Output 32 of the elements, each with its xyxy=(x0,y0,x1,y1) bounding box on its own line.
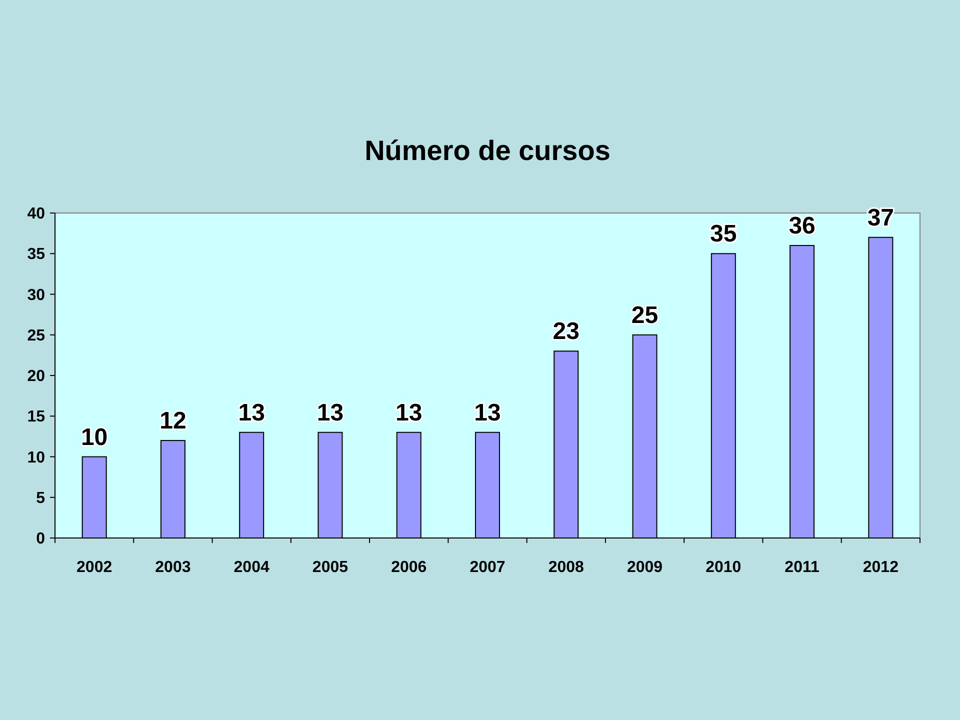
x-tick-label: 2002 xyxy=(76,559,112,576)
data-label: 36 xyxy=(788,212,816,240)
data-label: 23 xyxy=(552,318,580,346)
x-tick-label: 2005 xyxy=(312,559,348,576)
data-label: 25 xyxy=(631,302,658,329)
y-tick-label: 5 xyxy=(36,490,46,507)
x-tick-label: 2003 xyxy=(155,559,191,576)
y-tick-label: 15 xyxy=(27,408,46,426)
x-tick-label: 2008 xyxy=(548,559,584,576)
data-label: 37 xyxy=(867,204,894,232)
data-label: 13 xyxy=(396,399,422,426)
x-tick-label: 2006 xyxy=(391,559,427,576)
y-tick-label: 30 xyxy=(27,286,46,304)
x-tick-label: 2011 xyxy=(784,559,820,576)
y-tick-label: 10 xyxy=(27,449,46,466)
y-tick-label: 20 xyxy=(27,368,46,386)
y-tick-label: 35 xyxy=(27,246,46,264)
x-tick-label: 2009 xyxy=(626,559,663,576)
data-label: 10 xyxy=(80,424,108,451)
data-label: 13 xyxy=(238,399,265,426)
y-tick-label: 40 xyxy=(27,206,46,223)
data-label: 13 xyxy=(316,399,344,426)
data-label: 13 xyxy=(474,399,501,426)
chart-title: Número de cursos xyxy=(364,135,610,166)
y-tick-label: 25 xyxy=(27,327,46,344)
x-tick-label: 2007 xyxy=(470,559,506,576)
data-label: 35 xyxy=(710,220,737,248)
data-label: 12 xyxy=(160,408,186,434)
x-tick-label: 2010 xyxy=(706,559,742,576)
y-tick-label: 0 xyxy=(36,530,46,548)
x-tick-label: 2012 xyxy=(862,559,899,576)
x-tick-label: 2004 xyxy=(234,559,270,576)
